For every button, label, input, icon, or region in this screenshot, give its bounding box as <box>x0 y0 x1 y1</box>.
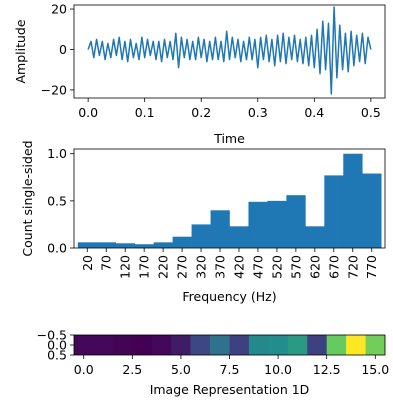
y-axis-label: Count single-sided <box>20 140 35 256</box>
heatmap-cell <box>112 335 133 355</box>
x-axis-label: Time <box>213 131 245 146</box>
x-axis-label: Image Representation 1D <box>150 382 310 397</box>
x-tick-label: 420 <box>231 255 246 279</box>
bar <box>267 200 287 248</box>
y-tick-label: 0.5 <box>47 348 67 363</box>
plot-frame <box>73 148 386 249</box>
heatmap-cell <box>190 335 211 355</box>
heatmap-cell <box>346 335 366 355</box>
x-tick-label: 0.0 <box>74 362 94 377</box>
frequency-bar-chart: 20 70 120 170 220 270 320 370 420 470 520 570 620 670… <box>20 140 386 304</box>
bar <box>77 242 98 248</box>
y-tick-label: 20 <box>51 2 67 17</box>
x-tick-label: 120 <box>118 255 133 279</box>
x-tick-label: 320 <box>194 255 209 279</box>
bar <box>286 195 306 248</box>
bar <box>191 224 211 248</box>
heatmap-cell <box>93 335 114 355</box>
x-tick-label: 570 <box>288 255 303 279</box>
y-tick-label: −20 <box>41 82 67 97</box>
heatmap-cell <box>248 335 269 355</box>
x-tick-label: 10.0 <box>264 362 292 377</box>
x-tick-label: 620 <box>307 255 322 279</box>
heatmap-cell <box>268 335 289 355</box>
bar <box>305 226 325 248</box>
x-tick-label: 0.2 <box>191 105 211 120</box>
plot-frame <box>73 4 386 99</box>
heatmap-cell <box>74 335 94 355</box>
x-tick-label: 15.0 <box>361 362 389 377</box>
x-tick-label: 370 <box>213 255 228 279</box>
amplitude-line <box>87 6 372 95</box>
heatmap-cell <box>307 335 327 355</box>
bar <box>343 153 363 248</box>
heatmap-cell <box>326 335 347 355</box>
bar <box>96 242 117 248</box>
x-tick-label: 20 <box>80 255 95 271</box>
x-tick-label: 670 <box>326 255 341 279</box>
x-tick-label: 70 <box>99 255 114 271</box>
x-tick-label: 5.0 <box>171 362 191 377</box>
bar <box>210 210 230 248</box>
x-tick-label: 220 <box>156 255 171 279</box>
bar <box>115 243 135 248</box>
x-tick-label: 720 <box>345 255 360 279</box>
heatmap-cell <box>171 335 191 355</box>
x-tick-label: 0.5 <box>361 105 381 120</box>
x-tick-label: 270 <box>175 255 190 279</box>
x-tick-label: 520 <box>269 255 284 279</box>
x-tick-label: 770 <box>364 255 379 279</box>
x-tick-label: 7.5 <box>220 362 240 377</box>
bar <box>248 201 268 248</box>
heatmap-cell <box>229 335 250 355</box>
y-tick-label: 0.0 <box>47 241 67 256</box>
x-tick-label: 12.5 <box>313 362 341 377</box>
x-tick-label: 2.5 <box>122 362 142 377</box>
bar <box>172 236 192 248</box>
y-tick-label: 1.0 <box>47 146 67 161</box>
time-series-plot: 0.0 0.1 0.2 0.3 0.4 0.5 −20 0 20 Time Amplitude <box>13 2 386 146</box>
heatmap-cell <box>287 335 308 355</box>
y-tick-label: 0 <box>59 42 67 57</box>
bar <box>229 226 249 248</box>
heatmap-cell <box>365 335 386 355</box>
x-tick-label: 0.0 <box>78 105 98 120</box>
heatmap-cell <box>151 335 172 355</box>
y-axis-label: Amplitude <box>13 19 28 83</box>
y-tick-label: −0.5 <box>37 328 67 343</box>
x-axis-label: Frequency (Hz) <box>182 289 276 304</box>
bar <box>362 173 382 248</box>
x-tick-label: 0.1 <box>135 105 155 120</box>
x-tick-label: 170 <box>137 255 152 279</box>
x-tick-label: 0.3 <box>248 105 268 120</box>
heatmap-cell <box>210 335 230 355</box>
bar <box>153 242 173 248</box>
y-tick-label: 0.0 <box>47 338 67 353</box>
x-tick-label: 470 <box>250 255 265 279</box>
bar <box>134 244 154 248</box>
bar <box>324 175 344 248</box>
image-representation-heatmap: 0.0 2.5 5.0 7.5 10.0 12.5 15.0−0.50.00.5Image … <box>37 328 390 398</box>
heatmap-cell <box>132 335 153 355</box>
y-tick-label: 0.5 <box>47 193 67 208</box>
x-tick-label: 0.4 <box>304 105 324 120</box>
